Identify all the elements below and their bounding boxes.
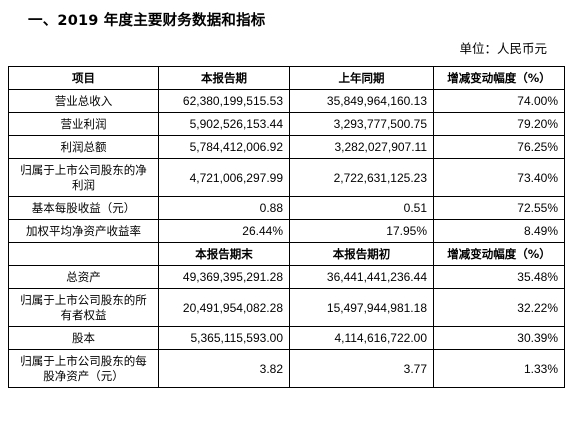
table-subheader-row: 本报告期末 本报告期初 增减变动幅度（%）: [8, 242, 565, 266]
cell-period-start: 36,441,441,236.44: [289, 265, 434, 289]
cell-change: 1.33%: [433, 349, 565, 388]
cell-change: 73.40%: [433, 158, 565, 197]
row-label: 归属于上市公司股东的净利润: [8, 158, 159, 197]
section-title: 一、2019 年度主要财务数据和指标: [28, 13, 266, 29]
table-row: 利润总额 5,784,412,006.92 3,282,027,907.11 7…: [8, 135, 565, 159]
financial-data-table: 项目 本报告期 上年同期 增减变动幅度（%） 营业总收入 62,380,199,…: [8, 66, 565, 388]
table-row: 归属于上市公司股东的净利润 4,721,006,297.99 2,722,631…: [8, 158, 565, 197]
cell-current: 26.44%: [158, 219, 290, 243]
header-prior-period: 上年同期: [289, 66, 434, 90]
cell-current: 5,784,412,006.92: [158, 135, 290, 159]
row-label: 股本: [8, 326, 159, 350]
table-row: 归属于上市公司股东的每股净资产（元） 3.82 3.77 1.33%: [8, 349, 565, 388]
cell-period-end: 49,369,395,291.28: [158, 265, 290, 289]
cell-period-start: 3.77: [289, 349, 434, 388]
cell-change: 32.22%: [433, 288, 565, 327]
cell-change: 30.39%: [433, 326, 565, 350]
table-header-row: 项目 本报告期 上年同期 增减变动幅度（%）: [8, 66, 565, 90]
table-row: 基本每股收益（元） 0.88 0.51 72.55%: [8, 196, 565, 220]
cell-current: 0.88: [158, 196, 290, 220]
cell-period-end: 3.82: [158, 349, 290, 388]
row-label: 归属于上市公司股东的每股净资产（元）: [8, 349, 159, 388]
cell-period-start: 4,114,616,722.00: [289, 326, 434, 350]
table-row: 营业利润 5,902,526,153.44 3,293,777,500.75 7…: [8, 112, 565, 136]
row-label: 归属于上市公司股东的所有者权益: [8, 288, 159, 327]
cell-prior: 3,293,777,500.75: [289, 112, 434, 136]
cell-period-end: 20,491,954,082.28: [158, 288, 290, 327]
cell-prior: 2,722,631,125.23: [289, 158, 434, 197]
cell-period-start: 15,497,944,981.18: [289, 288, 434, 327]
cell-prior: 35,849,964,160.13: [289, 89, 434, 113]
cell-change: 79.20%: [433, 112, 565, 136]
row-label: 总资产: [8, 265, 159, 289]
header-change-pct: 增减变动幅度（%）: [433, 66, 565, 90]
cell-current: 5,902,526,153.44: [158, 112, 290, 136]
header-period-start: 本报告期初: [289, 242, 434, 266]
table-row: 股本 5,365,115,593.00 4,114,616,722.00 30.…: [8, 326, 565, 350]
cell-period-end: 5,365,115,593.00: [158, 326, 290, 350]
cell-prior: 0.51: [289, 196, 434, 220]
header-item: 项目: [8, 66, 159, 90]
cell-prior: 17.95%: [289, 219, 434, 243]
cell-current: 62,380,199,515.53: [158, 89, 290, 113]
currency-unit: 单位：人民币元: [459, 41, 547, 56]
row-label: 营业总收入: [8, 89, 159, 113]
table-row: 归属于上市公司股东的所有者权益 20,491,954,082.28 15,497…: [8, 288, 565, 327]
row-label: 营业利润: [8, 112, 159, 136]
row-label: 基本每股收益（元）: [8, 196, 159, 220]
cell-change: 35.48%: [433, 265, 565, 289]
cell-change: 76.25%: [433, 135, 565, 159]
cell-prior: 3,282,027,907.11: [289, 135, 434, 159]
row-label: 加权平均净资产收益率: [8, 219, 159, 243]
table-row: 加权平均净资产收益率 26.44% 17.95% 8.49%: [8, 219, 565, 243]
header-period-end: 本报告期末: [158, 242, 290, 266]
row-label: 利润总额: [8, 135, 159, 159]
header-change-pct: 增减变动幅度（%）: [433, 242, 565, 266]
cell-current: 4,721,006,297.99: [158, 158, 290, 197]
table-row: 营业总收入 62,380,199,515.53 35,849,964,160.1…: [8, 89, 565, 113]
cell-change: 8.49%: [433, 219, 565, 243]
cell-change: 74.00%: [433, 89, 565, 113]
table-row: 总资产 49,369,395,291.28 36,441,441,236.44 …: [8, 265, 565, 289]
cell-change: 72.55%: [433, 196, 565, 220]
header-blank: [8, 242, 159, 266]
header-current-period: 本报告期: [158, 66, 290, 90]
